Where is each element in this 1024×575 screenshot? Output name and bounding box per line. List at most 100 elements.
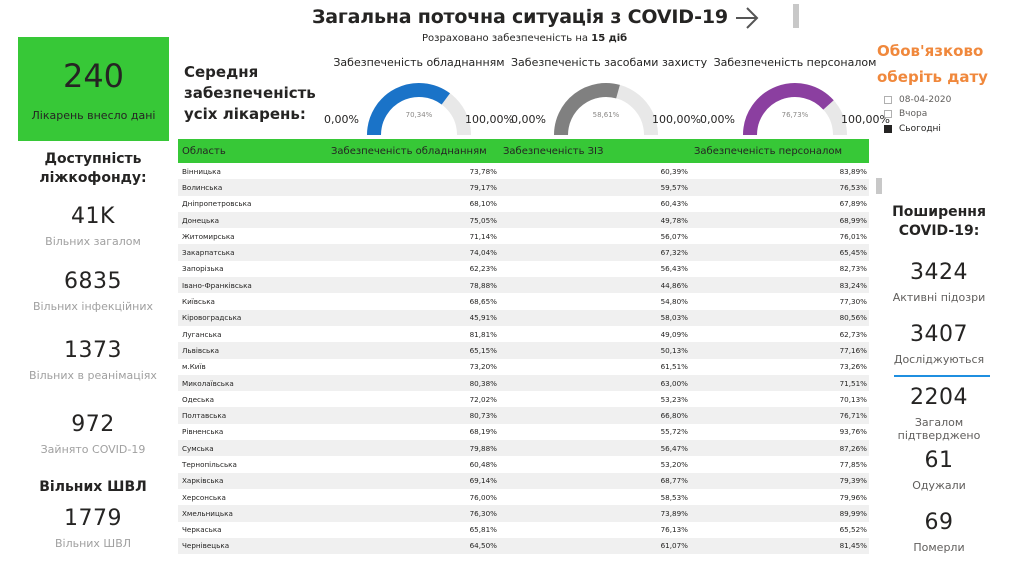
kpi-value: 6835: [64, 269, 122, 294]
cell-equipment: 81,81%: [469, 329, 497, 339]
cell-region: Полтавська: [182, 411, 227, 421]
column-header-ppe[interactable]: Забезпеченість ЗІЗ: [503, 145, 604, 157]
hospitals-card: 240 Лікарень внесло дані: [18, 37, 169, 141]
gauge-value: 76,73%: [781, 111, 809, 119]
table-row[interactable]: Луганська 81,81% 49,09% 62,73%: [178, 326, 869, 342]
cell-equipment: 76,00%: [469, 492, 497, 502]
table-row[interactable]: Миколаївська 80,38% 63,00% 71,51%: [178, 374, 869, 392]
hospitals-label: Лікарень внесло дані: [31, 109, 156, 122]
cell-equipment: 76,30%: [469, 508, 497, 518]
cell-ppe: 68,77%: [660, 476, 688, 486]
kpi-confirmed: 2204 Загалом підтверджено: [882, 385, 996, 442]
column-header-region[interactable]: Область: [182, 145, 226, 157]
cell-staff: 82,73%: [839, 264, 867, 274]
cell-region: Рівненська: [182, 427, 224, 437]
date-filter-heading: Обов'язково оберіть дату: [877, 38, 988, 90]
cell-ppe: 50,13%: [660, 345, 688, 355]
cell-region: Луганська: [182, 329, 222, 339]
date-option-label: 08-04-2020: [899, 95, 952, 105]
cell-ppe: 55,72%: [660, 427, 688, 437]
date-option-2[interactable]: Сьогодні: [884, 124, 941, 134]
cell-ppe: 56,47%: [660, 443, 688, 453]
cell-ppe: 53,20%: [660, 459, 688, 469]
page-subtitle: Розраховано забезпеченість на 15 діб: [422, 33, 627, 44]
gauge-protection: Забезпеченість засобами захисту 0,00% 58…: [511, 52, 707, 136]
cell-equipment: 68,65%: [469, 297, 497, 307]
table-row[interactable]: Київська 68,65% 54,80% 77,30%: [178, 293, 869, 309]
cell-staff: 83,24%: [839, 280, 867, 290]
column-header-equipment[interactable]: Забезпеченість обладнанням: [331, 145, 487, 157]
table-row[interactable]: Івано-Франківська 78,88% 44,86% 83,24%: [178, 277, 869, 294]
checkbox-icon[interactable]: [884, 96, 892, 104]
cell-staff: 79,96%: [839, 492, 867, 502]
cell-ppe: 63,00%: [660, 378, 688, 388]
kpi-free-total: 41K Вільних загалом: [20, 204, 166, 248]
table-row[interactable]: Рівненська 68,19% 55,72% 93,76%: [178, 424, 869, 440]
table-row[interactable]: Сумська 79,88% 56,47% 87,26%: [178, 440, 869, 457]
cell-equipment: 65,81%: [469, 525, 497, 535]
checkbox-icon[interactable]: [884, 110, 892, 118]
kpi-label: Померли: [913, 541, 965, 554]
cell-equipment: 72,02%: [469, 394, 497, 404]
date-option-0[interactable]: 08-04-2020: [884, 95, 951, 105]
table-row[interactable]: Волинська 79,17% 59,57% 76,53%: [178, 179, 869, 196]
kpi-label: Зайнято COVID-19: [40, 443, 146, 456]
regions-table[interactable]: Область Забезпеченість обладнанням Забез…: [178, 139, 869, 555]
table-row[interactable]: Чернівецька 64,50% 61,07% 81,45%: [178, 537, 869, 555]
cell-staff: 89,99%: [839, 508, 867, 518]
column-header-staff[interactable]: Забезпеченість персоналом: [694, 145, 843, 157]
table-row[interactable]: Харківська 69,14% 68,77% 79,39%: [178, 472, 869, 489]
scrollbar-handle-table[interactable]: [876, 178, 882, 194]
cell-equipment: 73,78%: [469, 166, 497, 176]
cell-ppe: 60,39%: [660, 166, 688, 176]
arrow-right-icon[interactable]: [733, 4, 761, 32]
cell-equipment: 60,48%: [469, 459, 497, 469]
cell-staff: 71,51%: [839, 378, 867, 388]
checkbox-checked-icon[interactable]: [884, 125, 892, 133]
table-row[interactable]: Житомирська 71,14% 56,07% 76,01%: [178, 228, 869, 244]
table-row[interactable]: Дніпропетровська 68,10% 60,43% 67,89%: [178, 196, 869, 212]
cell-ppe: 54,80%: [660, 297, 688, 307]
ventilators-heading: Вільних ШВЛ: [39, 479, 147, 495]
kpi-under-investigation: 3407 Досліджуються: [882, 322, 996, 366]
table-row[interactable]: Черкаська 65,81% 76,13% 65,52%: [178, 522, 869, 538]
scrollbar-handle[interactable]: [793, 4, 799, 28]
table-row[interactable]: Львівська 65,15% 50,13% 77,16%: [178, 342, 869, 359]
cell-ppe: 58,03%: [660, 313, 688, 323]
table-row[interactable]: Одеська 72,02% 53,23% 70,13%: [178, 391, 869, 407]
gauge-max: 100,00%: [841, 113, 890, 126]
gauge-title: Забезпеченість персоналом: [713, 56, 877, 69]
cell-ppe: 53,23%: [660, 394, 688, 404]
cell-staff: 65,45%: [839, 248, 867, 258]
table-row[interactable]: Донецька 75,05% 49,78% 68,99%: [178, 211, 869, 229]
gauge-value: 70,34%: [405, 111, 433, 119]
cell-ppe: 58,53%: [660, 492, 688, 502]
cell-staff: 76,01%: [839, 231, 867, 241]
table-row[interactable]: Херсонська 76,00% 58,53% 79,96%: [178, 489, 869, 505]
kpi-value: 2204: [910, 385, 968, 410]
cell-staff: 77,30%: [839, 297, 867, 307]
table-row[interactable]: Закарпатська 74,04% 67,32% 65,45%: [178, 244, 869, 261]
date-option-label: Сьогодні: [899, 124, 941, 134]
table-row[interactable]: Полтавська 80,73% 66,80% 76,71%: [178, 407, 869, 424]
kpi-label: Одужали: [912, 479, 966, 492]
table-row[interactable]: Кіровоградська 45,91% 58,03% 80,56%: [178, 309, 869, 326]
table-row[interactable]: Хмельницька 76,30% 73,89% 89,99%: [178, 505, 869, 522]
cell-equipment: 45,91%: [469, 313, 497, 323]
cell-staff: 76,71%: [839, 411, 867, 421]
table-row[interactable]: Вінницька 73,78% 60,39% 83,89%: [178, 163, 869, 179]
kpi-recovered: 61 Одужали: [882, 448, 996, 492]
gauge-max: 100,00%: [465, 113, 514, 126]
kpi-deaths: 69 Померли: [882, 510, 996, 554]
date-heading-line1: Обов'язково: [877, 42, 984, 60]
cell-staff: 65,52%: [839, 525, 867, 535]
cell-ppe: 49,78%: [660, 215, 688, 225]
table-row[interactable]: Запорізька 62,23% 56,43% 82,73%: [178, 261, 869, 277]
cell-region: Івано-Франківська: [182, 280, 252, 290]
date-option-1[interactable]: Вчора: [884, 109, 927, 119]
cell-region: Хмельницька: [182, 508, 233, 518]
table-row[interactable]: м.Київ 73,20% 61,51% 73,26%: [178, 359, 869, 375]
cell-staff: 93,76%: [839, 427, 867, 437]
table-row[interactable]: Тернопільська 60,48% 53,20% 77,85%: [178, 456, 869, 472]
cell-region: Запорізька: [182, 264, 224, 274]
